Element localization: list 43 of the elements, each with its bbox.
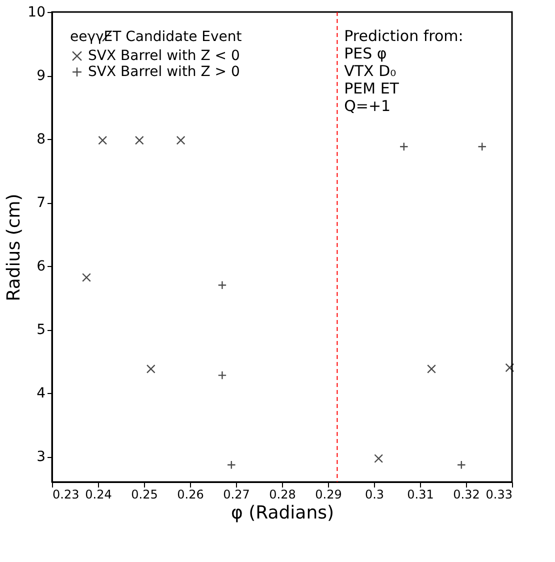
x-tick-label: 0.32 xyxy=(453,488,480,502)
y-tick-label: 10 xyxy=(28,4,46,20)
annotation: PEM ET xyxy=(344,80,400,98)
x-tick-label: 0.31 xyxy=(407,488,434,502)
point xyxy=(478,142,487,152)
point xyxy=(134,136,144,145)
point xyxy=(98,136,108,145)
point xyxy=(374,454,384,463)
x-tick-label: 0.25 xyxy=(131,488,158,502)
point xyxy=(82,273,91,282)
y-tick-label: 6 xyxy=(36,258,46,275)
point xyxy=(218,370,227,380)
annotation: PES φ xyxy=(344,44,387,62)
annotation: Prediction from: xyxy=(344,26,464,45)
x-tick-label: 0.23 xyxy=(52,488,80,502)
point xyxy=(146,364,156,374)
point xyxy=(456,460,466,470)
annotation: VTX D₀ xyxy=(344,62,396,80)
point xyxy=(399,142,408,152)
point xyxy=(226,460,236,470)
point xyxy=(427,364,436,374)
x-tick-label: 0.27 xyxy=(223,488,250,502)
annotation: Q=+1 xyxy=(344,97,391,116)
x-tick-label: 0.28 xyxy=(269,488,296,502)
x-tick-label: 0.29 xyxy=(315,488,342,502)
legend-label: SVX Barrel with Z < 0 xyxy=(88,48,240,64)
point xyxy=(218,280,227,290)
point xyxy=(176,136,186,145)
legend-label: SVX Barrel with Z > 0 xyxy=(88,64,240,80)
y-tick-label: 3 xyxy=(36,449,46,466)
y-tick-label: 8 xyxy=(36,132,46,148)
point xyxy=(505,363,514,372)
x-tick-label: 0.3 xyxy=(364,488,384,502)
y-tick-label: 5 xyxy=(36,322,46,338)
x-tick-label: 0.26 xyxy=(177,488,204,502)
x-tick-label: 0.24 xyxy=(85,488,112,502)
x-axis-title: φ (Radians) xyxy=(230,502,334,524)
x-tick-label: 0.33 xyxy=(486,488,512,502)
legend-title: eeγγE̸T Candidate Event xyxy=(70,29,242,45)
y-tick-label: 9 xyxy=(36,68,46,84)
y-axis-title: Radius (cm) xyxy=(4,194,25,302)
y-tick-label: 4 xyxy=(36,386,46,402)
y-tick-label: 7 xyxy=(36,195,46,212)
